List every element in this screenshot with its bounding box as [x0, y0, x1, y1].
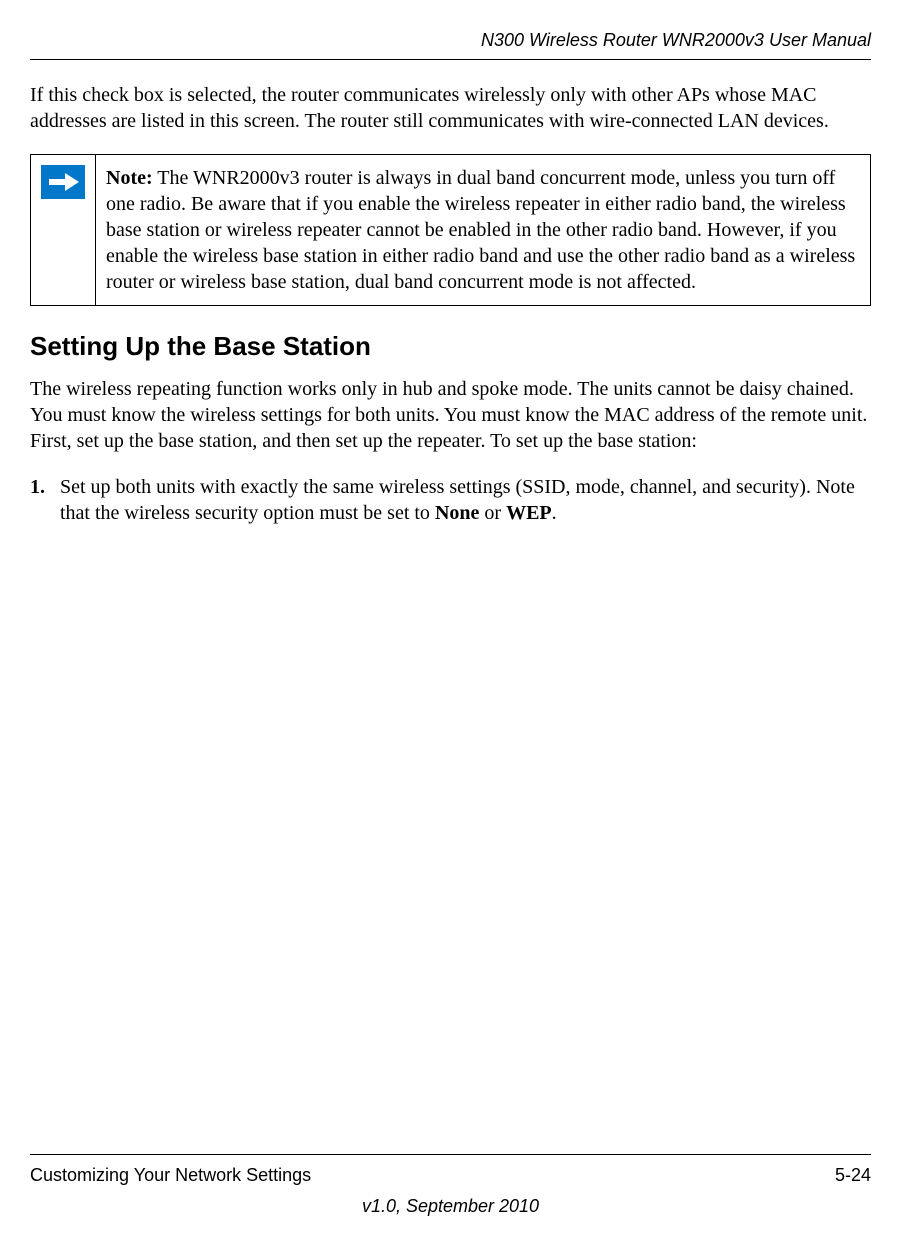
- note-text-cell: Note: The WNR2000v3 router is always in …: [96, 155, 871, 306]
- list-bold-wep: WEP: [506, 502, 552, 524]
- footer-version: v1.0, September 2010: [30, 1196, 871, 1217]
- document-header: N300 Wireless Router WNR2000v3 User Manu…: [30, 30, 871, 51]
- footer-rule: [30, 1154, 871, 1155]
- note-label: Note:: [106, 167, 153, 189]
- note-text: Note: The WNR2000v3 router is always in …: [106, 165, 860, 295]
- footer-row: Customizing Your Network Settings 5-24: [30, 1165, 871, 1186]
- list-bold-none: None: [435, 502, 479, 524]
- list-text-after: .: [552, 502, 557, 524]
- footer-section-title: Customizing Your Network Settings: [30, 1165, 311, 1186]
- note-body: The WNR2000v3 router is always in dual b…: [106, 167, 855, 293]
- list-body: Set up both units with exactly the same …: [60, 474, 871, 526]
- list-number: 1.: [30, 474, 60, 526]
- section-heading: Setting Up the Base Station: [30, 331, 871, 362]
- note-box: Note: The WNR2000v3 router is always in …: [30, 154, 871, 306]
- section-paragraph: The wireless repeating function works on…: [30, 376, 871, 454]
- page-number: 5-24: [835, 1165, 871, 1186]
- header-rule: [30, 59, 871, 60]
- arrow-right-icon: [41, 165, 85, 199]
- intro-paragraph: If this check box is selected, the route…: [30, 82, 871, 134]
- note-icon-cell: [31, 155, 96, 306]
- list-text-mid: or: [479, 502, 506, 524]
- list-item: 1. Set up both units with exactly the sa…: [30, 474, 871, 526]
- page-footer: Customizing Your Network Settings 5-24 v…: [30, 1154, 871, 1217]
